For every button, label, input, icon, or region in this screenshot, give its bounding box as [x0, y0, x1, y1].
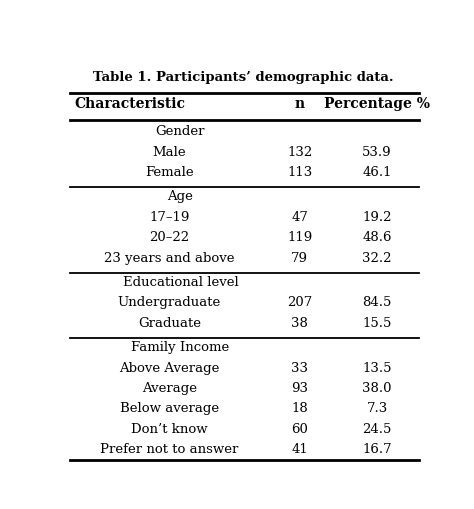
- Text: 20–22: 20–22: [149, 231, 190, 244]
- Text: Don’t know: Don’t know: [131, 422, 208, 435]
- Text: 15.5: 15.5: [362, 316, 392, 329]
- Text: Prefer not to answer: Prefer not to answer: [100, 442, 238, 456]
- Text: 113: 113: [287, 166, 312, 179]
- Text: 19.2: 19.2: [362, 210, 392, 223]
- Text: Percentage %: Percentage %: [324, 97, 430, 111]
- Text: 16.7: 16.7: [362, 442, 392, 456]
- Text: Gender: Gender: [156, 125, 205, 138]
- Text: 24.5: 24.5: [362, 422, 392, 435]
- Text: Female: Female: [145, 166, 194, 179]
- Text: Undergraduate: Undergraduate: [118, 296, 221, 309]
- Text: 33: 33: [292, 361, 309, 374]
- Text: 32.2: 32.2: [362, 251, 392, 264]
- Text: 46.1: 46.1: [362, 166, 392, 179]
- Text: 119: 119: [287, 231, 312, 244]
- Text: Below average: Below average: [120, 402, 219, 415]
- Text: 17–19: 17–19: [149, 210, 190, 223]
- Text: 47: 47: [292, 210, 308, 223]
- Text: 48.6: 48.6: [362, 231, 392, 244]
- Text: 18: 18: [292, 402, 308, 415]
- Text: 93: 93: [292, 381, 309, 394]
- Text: 41: 41: [292, 442, 308, 456]
- Text: Graduate: Graduate: [138, 316, 201, 329]
- Text: n: n: [295, 97, 305, 111]
- Text: 38: 38: [292, 316, 308, 329]
- Text: 38.0: 38.0: [362, 381, 392, 394]
- Text: Above Average: Above Average: [119, 361, 219, 374]
- Text: 79: 79: [292, 251, 309, 264]
- Text: 84.5: 84.5: [362, 296, 392, 309]
- Text: Educational level: Educational level: [123, 275, 238, 289]
- Text: Characteristic: Characteristic: [74, 97, 185, 111]
- Text: Male: Male: [153, 146, 186, 158]
- Text: 60: 60: [292, 422, 308, 435]
- Text: 132: 132: [287, 146, 312, 158]
- Text: 53.9: 53.9: [362, 146, 392, 158]
- Text: 13.5: 13.5: [362, 361, 392, 374]
- Text: 7.3: 7.3: [366, 402, 388, 415]
- Text: Average: Average: [142, 381, 197, 394]
- Text: Family Income: Family Income: [131, 341, 229, 354]
- Text: 23 years and above: 23 years and above: [104, 251, 235, 264]
- Text: Table 1. Participants’ demographic data.: Table 1. Participants’ demographic data.: [92, 71, 393, 84]
- Text: Age: Age: [167, 190, 193, 203]
- Text: 207: 207: [287, 296, 312, 309]
